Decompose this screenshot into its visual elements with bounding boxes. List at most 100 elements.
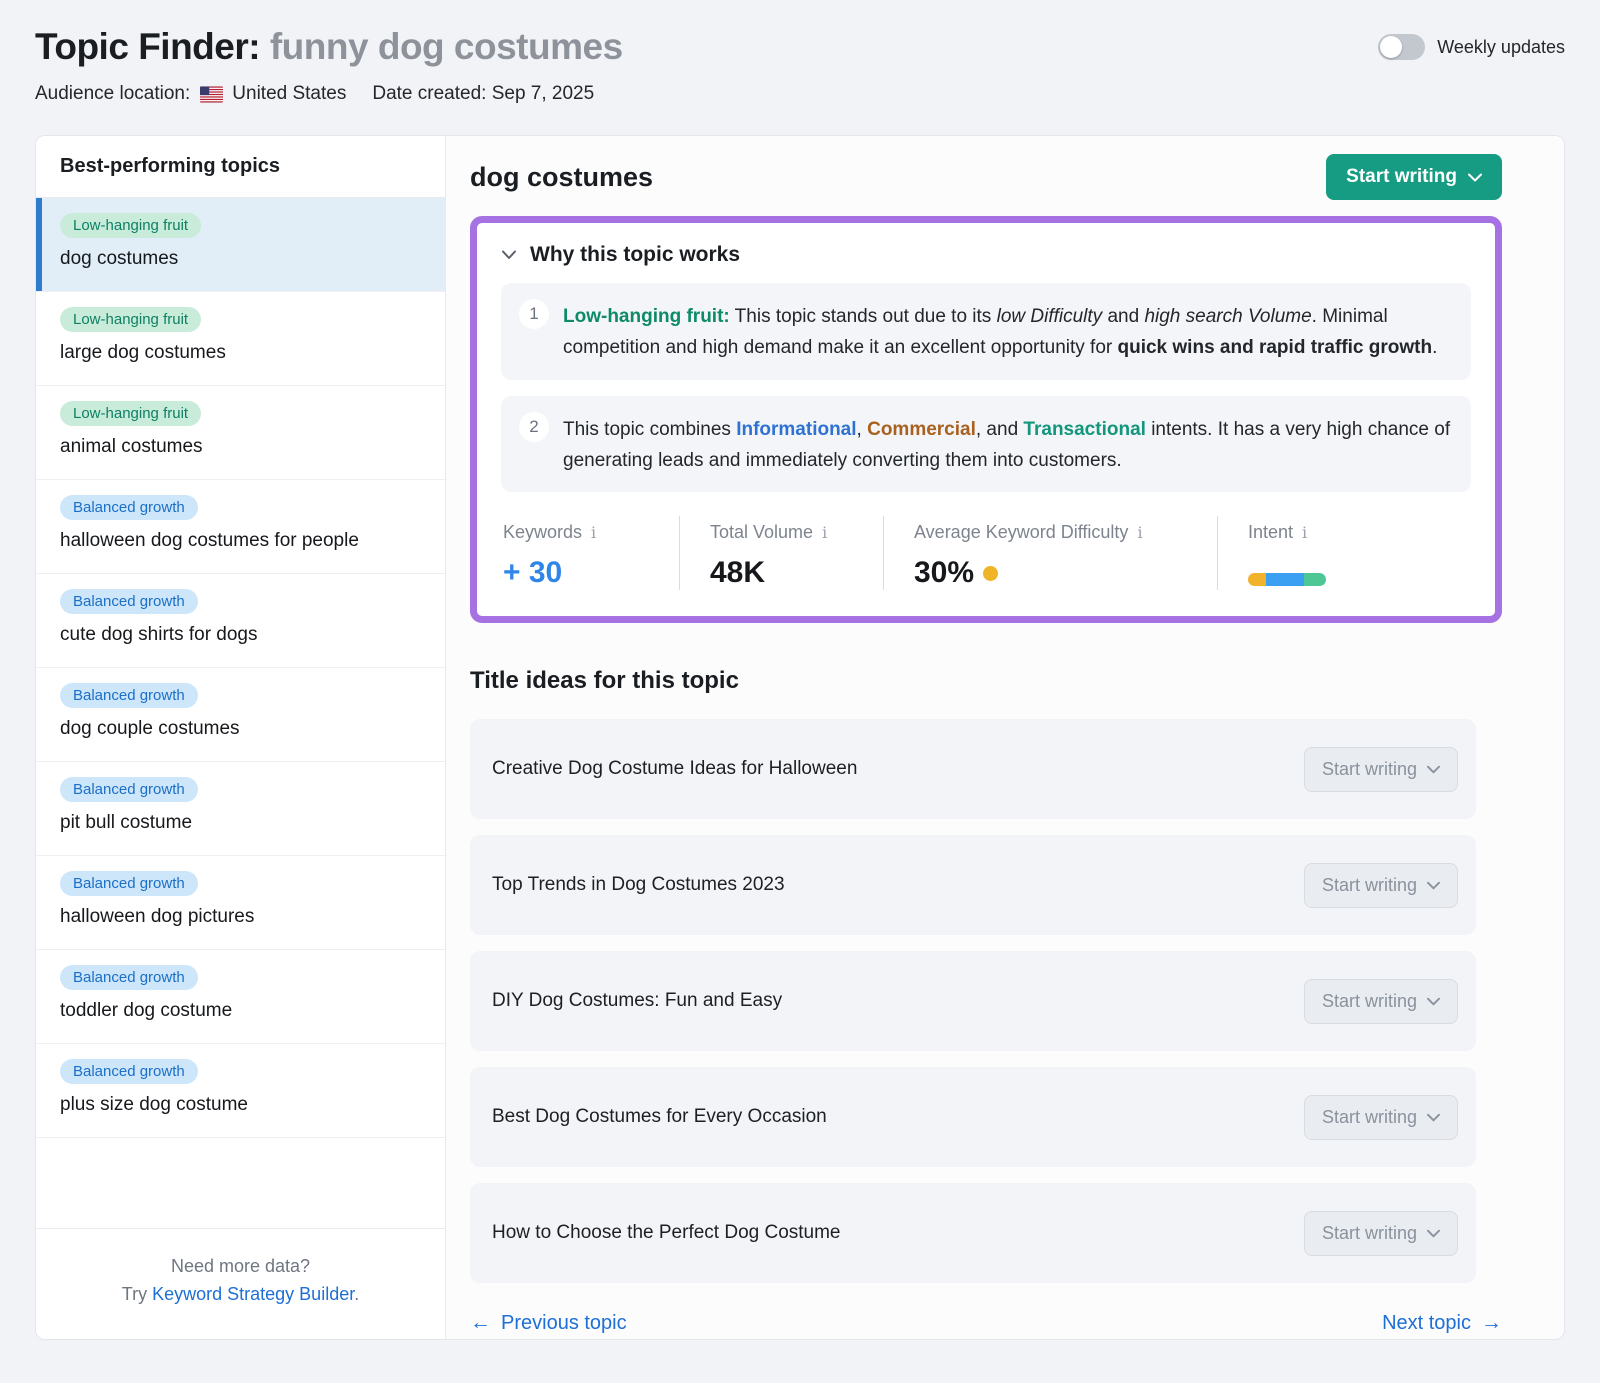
point-text: This topic combines Informational, Comme… [563, 418, 1451, 472]
sidebar-footer: Need more data? Try Keyword Strategy Bui… [36, 1228, 445, 1339]
topic-label: dog costumes [60, 248, 179, 269]
start-writing-label: Start writing [1321, 874, 1417, 895]
try-ksb-suffix: . [354, 1284, 360, 1305]
topic-metrics: Keywords i + 30 Total Volume i 48K [501, 516, 1471, 591]
sidebar-item-dog-costumes[interactable]: Low-hanging fruit dog costumes [36, 198, 445, 292]
why-points-list: 1 Low-hanging fruit: This topic stands o… [501, 283, 1471, 493]
point-text: Low-hanging fruit: This topic stands out… [563, 306, 1438, 359]
sidebar-item-halloween-dog-pictures[interactable]: Balanced growth halloween dog pictures [36, 856, 445, 950]
title-idea-text: Best Dog Costumes for Every Occasion [492, 1106, 827, 1128]
start-writing-button[interactable]: Start writing [1303, 1210, 1458, 1256]
info-icon[interactable]: i [1302, 523, 1308, 543]
topic-type-badge: Balanced growth [60, 495, 198, 520]
title-idea-row: Best Dog Costumes for Every Occasion Sta… [470, 1067, 1476, 1168]
weekly-updates-toggle[interactable] [1378, 34, 1426, 60]
title-idea-text: DIY Dog Costumes: Fun and Easy [492, 990, 783, 1012]
topic-label: plus size dog costume [60, 1094, 248, 1115]
info-icon[interactable]: i [1137, 523, 1143, 543]
info-icon[interactable]: i [591, 523, 597, 543]
start-writing-label: Start writing [1321, 990, 1417, 1011]
why-point: 2 This topic combines Informational, Com… [501, 395, 1471, 493]
topic-label: dog couple costumes [60, 718, 240, 739]
total-volume-value: 48K [710, 556, 766, 590]
next-topic-label: Next topic [1382, 1311, 1471, 1334]
page-meta: Audience location: United States Date cr… [35, 83, 1565, 105]
why-topic-works-header: Why this topic works [501, 243, 1471, 267]
topic-label: toddler dog costume [60, 1000, 233, 1021]
title-ideas-heading: Title ideas for this topic [470, 667, 739, 695]
title-idea-text: Creative Dog Costume Ideas for Halloween [492, 758, 858, 780]
sidebar-item-animal-costumes[interactable]: Low-hanging fruit animal costumes [36, 386, 445, 480]
start-writing-button[interactable]: Start writing [1326, 154, 1502, 200]
metric-keywords: Keywords i + 30 [501, 516, 679, 590]
start-writing-button[interactable]: Start writing [1303, 862, 1458, 908]
topic-type-badge: Balanced growth [60, 777, 198, 802]
weekly-updates-control: Weekly updates [1378, 34, 1565, 60]
title-idea-row: Top Trends in Dog Costumes 2023 Start wr… [470, 835, 1476, 936]
chevron-down-icon [1468, 173, 1482, 182]
intent-label: Intent [1248, 522, 1294, 543]
sidebar-item-plus-size-dog-costume[interactable]: Balanced growth plus size dog costume [36, 1044, 445, 1138]
topic-label: cute dog shirts for dogs [60, 624, 258, 645]
chevron-down-icon [1427, 881, 1440, 890]
why-point: 1 Low-hanging fruit: This topic stands o… [501, 283, 1471, 380]
title-idea-text: How to Choose the Perfect Dog Costume [492, 1222, 841, 1244]
try-ksb-line: Try Keyword Strategy Builder. [56, 1281, 425, 1309]
topic-type-badge: Low-hanging fruit [60, 401, 202, 426]
sidebar-item-dog-couple-costumes[interactable]: Balanced growth dog couple costumes [36, 668, 445, 762]
point-number: 1 [519, 299, 549, 329]
next-topic-link[interactable]: Next topic → [1382, 1311, 1502, 1335]
title-idea-row: DIY Dog Costumes: Fun and Easy Start wri… [470, 951, 1476, 1052]
arrow-left-icon: ← [470, 1311, 491, 1335]
topic-type-badge: Low-hanging fruit [60, 213, 202, 238]
chevron-down-icon [1427, 1229, 1440, 1238]
sidebar-item-halloween-dog-costumes-for-people[interactable]: Balanced growth halloween dog costumes f… [36, 480, 445, 574]
sidebar-item-large-dog-costumes[interactable]: Low-hanging fruit large dog costumes [36, 292, 445, 386]
info-icon[interactable]: i [822, 523, 828, 543]
collapse-chevron-icon[interactable] [501, 250, 517, 260]
sidebar-title: Best-performing topics [36, 136, 445, 198]
topic-label: animal costumes [60, 436, 203, 457]
sidebar-item-toddler-dog-costume[interactable]: Balanced growth toddler dog costume [36, 950, 445, 1044]
page-header: Topic Finder: funny dog costumes Weekly … [35, 0, 1565, 105]
need-more-data-text: Need more data? [170, 1256, 311, 1277]
topic-type-badge: Low-hanging fruit [60, 307, 202, 332]
content-panel: Best-performing topics Low-hanging fruit… [35, 135, 1565, 1340]
keywords-label: Keywords [503, 522, 583, 543]
start-writing-label: Start writing [1321, 1106, 1417, 1127]
page-title-query: funny dog costumes [269, 26, 623, 67]
start-writing-label: Start writing [1321, 1222, 1417, 1243]
keywords-value: + 30 [503, 556, 563, 590]
title-idea-row: Creative Dog Costume Ideas for Halloween… [470, 719, 1476, 820]
topic-header: dog costumes Start writing [470, 154, 1502, 200]
start-writing-label: Start writing [1321, 758, 1417, 779]
topic-type-badge: Balanced growth [60, 589, 198, 614]
previous-topic-link[interactable]: ← Previous topic [470, 1311, 627, 1335]
metric-avg-keyword-difficulty: Average Keyword Difficulty i 30% [883, 516, 1217, 591]
start-writing-button[interactable]: Start writing [1303, 1094, 1458, 1140]
total-volume-label: Total Volume [710, 522, 814, 543]
topic-title: dog costumes [470, 161, 654, 192]
start-writing-button[interactable]: Start writing [1303, 746, 1458, 792]
toggle-knob [1380, 36, 1403, 58]
title-idea-text: Top Trends in Dog Costumes 2023 [492, 874, 785, 896]
sidebar-item-cute-dog-shirts-for-dogs[interactable]: Balanced growth cute dog shirts for dogs [36, 574, 445, 668]
sidebar-topic-list: Low-hanging fruit dog costumes Low-hangi… [36, 198, 445, 1138]
topic-nav-footer: ← Previous topic Next topic → [470, 1311, 1502, 1335]
why-topic-works-title: Why this topic works [530, 243, 741, 266]
keyword-strategy-builder-link[interactable]: Keyword Strategy Builder [152, 1284, 355, 1305]
sidebar-item-pit-bull-costume[interactable]: Balanced growth pit bull costume [36, 762, 445, 856]
difficulty-level-dot [983, 565, 999, 581]
topic-detail-main: dog costumes Start writing Why this topi… [446, 136, 1564, 1339]
topic-label: pit bull costume [60, 812, 193, 833]
why-topic-works-box: Why this topic works 1 Low-hanging fruit… [470, 216, 1502, 624]
metric-total-volume: Total Volume i 48K [679, 516, 883, 591]
intent-segment-commercial [1248, 573, 1266, 587]
title-idea-row: How to Choose the Perfect Dog Costume St… [470, 1183, 1476, 1284]
date-created: Date created: Sep 7, 2025 [372, 83, 595, 104]
best-topics-sidebar: Best-performing topics Low-hanging fruit… [36, 136, 446, 1339]
start-writing-button[interactable]: Start writing [1303, 978, 1458, 1024]
intent-segment-transactional [1304, 573, 1326, 587]
topic-type-badge: Balanced growth [60, 965, 198, 990]
intent-segment-informational [1266, 573, 1304, 587]
